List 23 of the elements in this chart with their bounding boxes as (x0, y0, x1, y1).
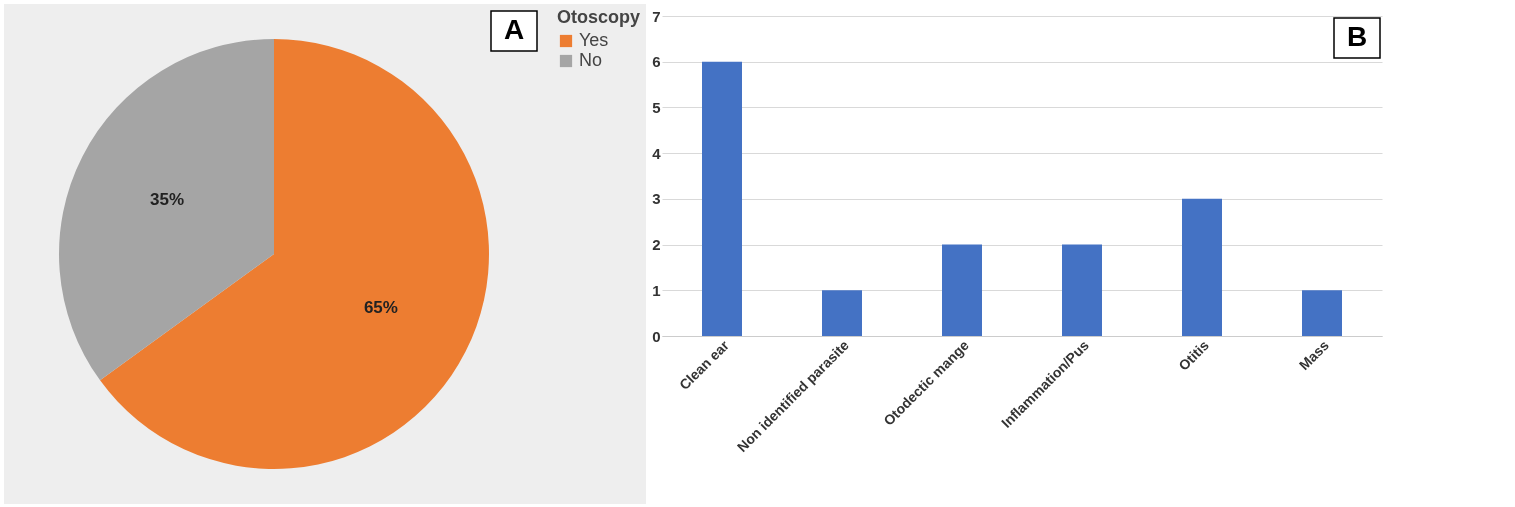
y-tick-label: 6 (652, 53, 661, 71)
y-tick-label: 3 (652, 190, 661, 208)
y-tick-label: 7 (652, 7, 661, 25)
legend-label: Yes (579, 30, 609, 50)
pie-slice (100, 39, 489, 469)
annotation: B (1346, 21, 1368, 52)
data-label: 35% (150, 189, 185, 209)
y-tick-label: 4 (652, 144, 662, 162)
bar (1182, 198, 1222, 336)
legend-label: No (579, 50, 603, 70)
y-tick-label: 1 (652, 281, 661, 299)
bar (822, 290, 862, 336)
bar (942, 244, 982, 336)
y-tick-label: 5 (652, 98, 661, 116)
text: A (503, 14, 525, 45)
y-tick-label: 2 (652, 236, 661, 254)
data-label: 65% (363, 298, 398, 318)
bar (1062, 244, 1102, 336)
bar (1302, 290, 1342, 336)
legend-title: Otoscopy (557, 7, 641, 27)
y-tick-label: 0 (652, 327, 661, 345)
bar (702, 61, 742, 336)
pie-slice (59, 39, 274, 381)
